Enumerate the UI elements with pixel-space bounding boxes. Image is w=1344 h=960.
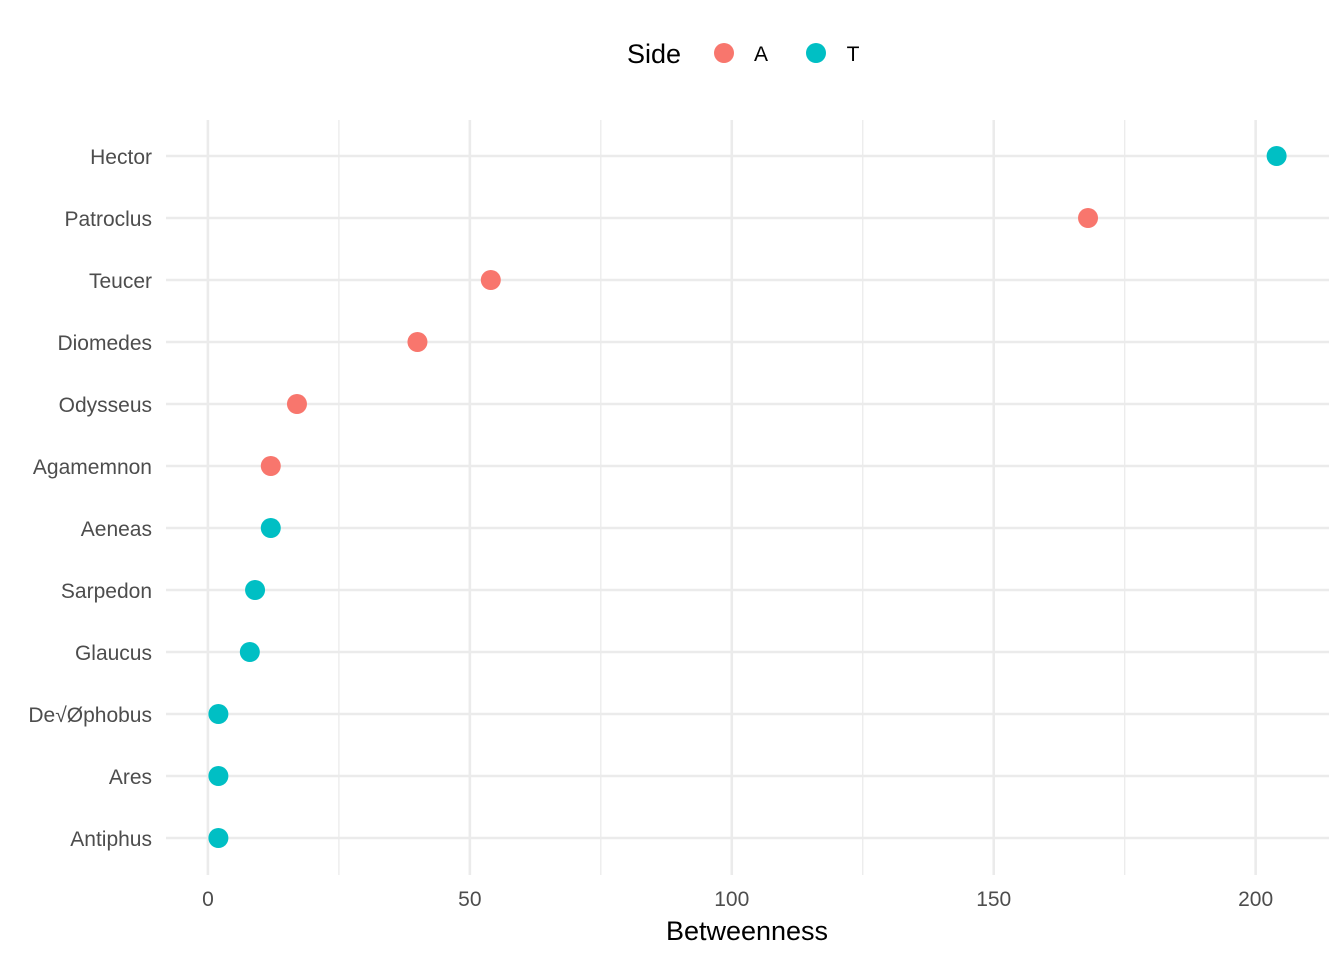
data-point — [260, 456, 281, 476]
legend-label: T — [847, 43, 860, 66]
y-tick-label: Antiphus — [70, 828, 152, 851]
data-point — [208, 704, 229, 724]
y-tick-label: Patroclus — [64, 208, 152, 231]
x-axis-labels: 0 50 100 150 200 — [202, 888, 1273, 911]
x-tick-label: 0 — [202, 888, 214, 911]
data-point — [407, 332, 428, 352]
legend: Side A T — [627, 39, 860, 69]
y-axis-labels: Hector Patroclus Teucer Diomedes Odysseus Aga… — [28, 146, 152, 851]
y-tick-label: Ares — [109, 766, 152, 789]
y-tick-label: Aeneas — [81, 518, 152, 541]
x-tick-label: 50 — [458, 888, 481, 911]
x-axis-title: Betweenness — [666, 916, 828, 946]
legend-key-t — [806, 43, 826, 63]
legend-title: Side — [627, 39, 681, 69]
legend-label: A — [754, 43, 768, 66]
data-point — [286, 394, 307, 414]
y-tick-label: Teucer — [89, 270, 152, 293]
x-tick-label: 100 — [714, 888, 749, 911]
data-point — [260, 518, 281, 538]
data-point — [1266, 146, 1287, 166]
y-tick-label: Odysseus — [59, 394, 152, 417]
y-tick-label: Glaucus — [75, 642, 152, 665]
y-tick-label: Agamemnon — [33, 456, 152, 479]
y-tick-label: Hector — [90, 146, 152, 169]
y-tick-label: Sarpedon — [61, 580, 152, 603]
x-tick-label: 200 — [1238, 888, 1273, 911]
data-points — [208, 146, 1287, 848]
legend-key-a — [714, 43, 734, 63]
data-point — [1078, 208, 1099, 228]
data-point — [208, 766, 229, 786]
data-point — [239, 642, 260, 662]
data-point — [480, 270, 501, 290]
data-point — [245, 580, 266, 600]
data-point — [208, 828, 229, 848]
y-tick-label: Diomedes — [57, 332, 152, 355]
y-tick-label: De√Øphobus — [28, 704, 152, 727]
x-tick-label: 150 — [976, 888, 1011, 911]
plot-grid — [166, 120, 1329, 875]
